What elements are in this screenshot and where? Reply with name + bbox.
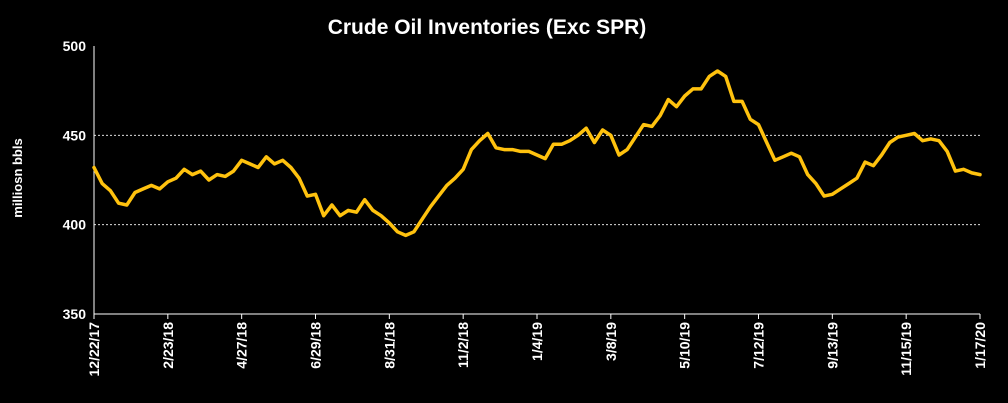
axes: [93, 46, 980, 315]
x-tick-label: 11/2/18: [455, 322, 471, 368]
x-tick-label: 9/13/19: [824, 322, 840, 369]
y-axis-label: milliosn bbls: [10, 138, 25, 217]
y-tick-label: 400: [63, 217, 87, 233]
y-tick-label: 350: [63, 306, 87, 322]
chart-title: Crude Oil Inventories (Exc SPR): [328, 16, 647, 39]
y-tick-label: 500: [63, 38, 87, 54]
x-tick-label: 5/10/19: [677, 322, 693, 369]
x-tick-label: 7/12/19: [751, 322, 767, 369]
x-tick-label: 6/29/18: [308, 322, 324, 369]
y-axis-ticks: 350 400 450 500: [63, 38, 87, 322]
grid-lines: [94, 134, 980, 226]
y-tick-label: 450: [63, 127, 87, 143]
x-tick-label: 2/23/18: [160, 322, 176, 369]
x-tick-label: 8/31/18: [381, 322, 397, 369]
x-tick-label: 12/22/17: [86, 322, 102, 377]
x-tick-label: 1/17/20: [972, 322, 988, 369]
x-axis-ticks: 12/22/17 2/23/18 4/27/18 6/29/18 8/31/18 11/2…: [86, 314, 988, 377]
x-tick-label: 3/8/19: [603, 322, 619, 361]
x-tick-label: 11/15/19: [898, 322, 914, 376]
series-line: [92, 69, 982, 238]
x-tick-label: 4/27/18: [234, 322, 250, 369]
x-tick-label: 1/4/19: [529, 322, 545, 361]
